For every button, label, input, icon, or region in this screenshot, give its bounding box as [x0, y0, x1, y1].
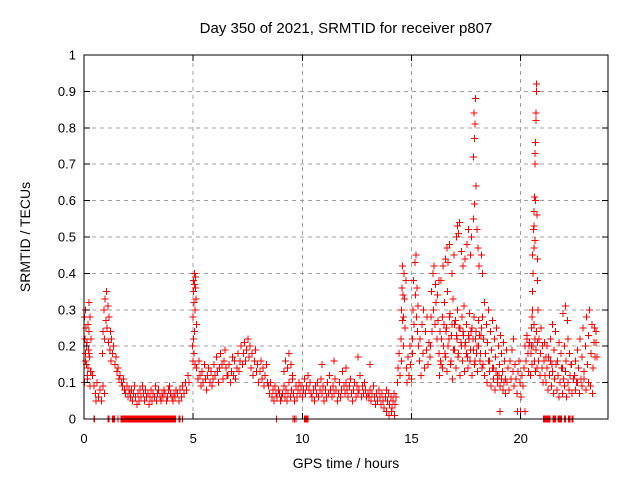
y-tick-label: 0.5 [58, 230, 76, 245]
chart-title: Day 350 of 2021, SRMTID for receiver p80… [200, 20, 493, 37]
y-tick-label: 0.4 [58, 266, 76, 281]
x-axis-label: GPS time / hours [293, 455, 400, 471]
x-tick-label: 20 [513, 431, 527, 446]
y-tick-label: 0.9 [58, 84, 76, 99]
x-tick-label: 5 [190, 431, 197, 446]
grid-lines [84, 55, 608, 419]
y-axis-label: SRMTID / TECUs [17, 182, 33, 292]
x-tick-labels: 0 5 10 15 20 [80, 431, 528, 446]
y-tick-labels: 0 0.1 0.2 0.3 0.4 0.5 0.6 0.7 0.8 0.9 1 [58, 48, 76, 427]
y-tick-label: 0.2 [58, 339, 76, 354]
x-tick-label: 15 [404, 431, 418, 446]
y-tick-label: 0 [69, 412, 76, 427]
axis-ticks [83, 54, 608, 420]
y-tick-label: 0.8 [58, 120, 76, 135]
y-tick-label: 0.3 [58, 302, 76, 317]
y-tick-label: 0.1 [58, 375, 76, 390]
y-tick-label: 0.6 [58, 193, 76, 208]
y-tick-label: 1 [69, 48, 76, 63]
y-tick-label: 0.7 [58, 157, 76, 172]
x-tick-label: 10 [295, 431, 309, 446]
x-tick-label: 0 [80, 431, 87, 446]
